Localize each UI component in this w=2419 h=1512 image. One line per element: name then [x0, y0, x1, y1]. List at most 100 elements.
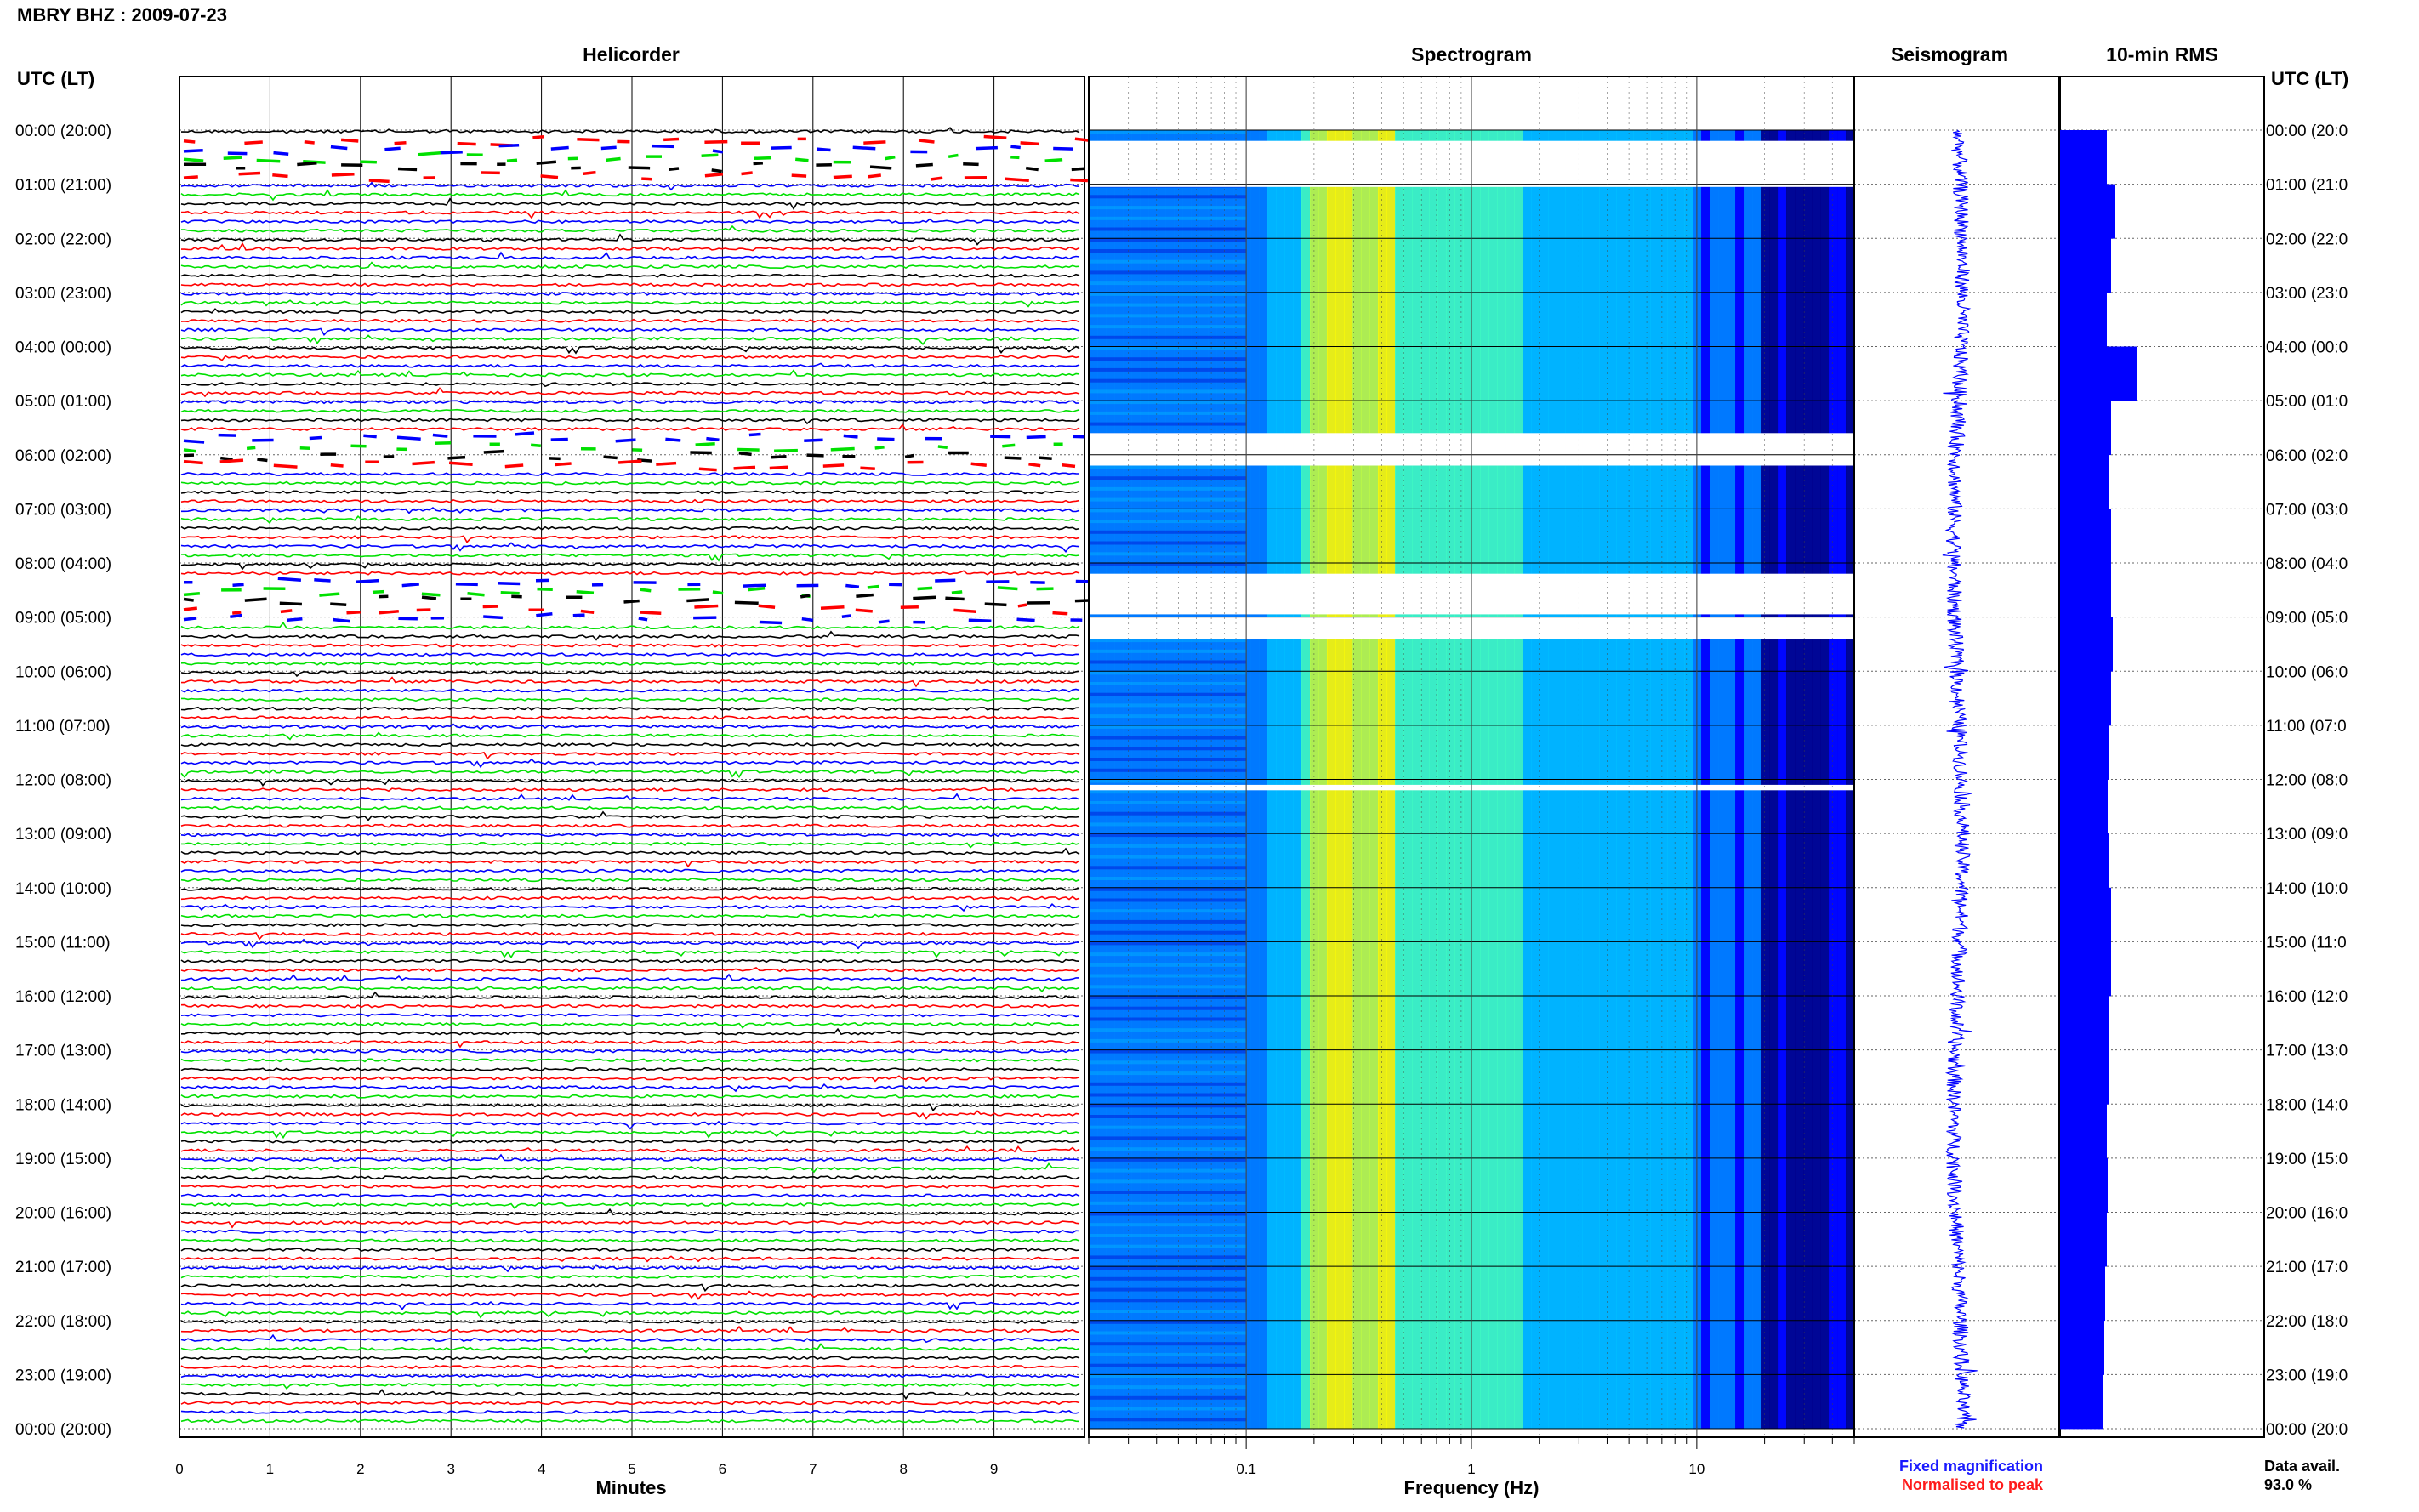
spectrogram-texture	[1089, 1147, 1247, 1151]
helicorder-trace	[180, 1162, 1080, 1174]
helicorder-trace	[180, 1255, 1080, 1263]
helicorder-trace	[180, 715, 1080, 720]
spectrogram-texture	[1089, 1223, 1247, 1227]
helicorder-trace	[180, 1208, 1079, 1216]
helicorder-trace	[181, 697, 1080, 702]
spectrogram-texture	[1089, 1212, 1247, 1216]
spectrogram-texture	[1089, 1320, 1247, 1324]
spectrogram-texture	[1089, 314, 1247, 318]
helicorder-trace	[180, 490, 1080, 495]
helicorder-panel: 0 1 2 3 4 5 6 7 8 9	[175, 76, 1092, 1477]
spectrogram-texture	[1089, 1310, 1247, 1313]
rms-panel	[2059, 76, 2265, 1438]
seismogram-frame	[1853, 76, 2059, 1438]
spectrogram-texture	[1089, 357, 1247, 361]
spectrogram-texture	[1089, 1179, 1247, 1184]
helicorder-trace	[180, 1058, 1080, 1063]
helicorder-trace	[180, 291, 1080, 296]
time-label-left: 04:00 (00:00)	[15, 339, 111, 357]
spectrogram-texture	[1089, 1407, 1247, 1411]
rms-bar	[2060, 238, 2111, 293]
spectrogram-texture	[1089, 660, 1247, 664]
helicorder-trace	[180, 793, 1080, 801]
rms-bar	[2060, 671, 2111, 726]
time-label-left: 06:00 (02:00)	[15, 447, 111, 465]
legend-normalised-to-peak: Normalised to peak	[1902, 1476, 2044, 1493]
spectrogram-texture	[1089, 768, 1247, 772]
time-label-right: 00:00 (20:0	[2266, 122, 2348, 140]
time-label-right: 21:00 (17:0	[2266, 1259, 2348, 1276]
spectrogram-texture	[1089, 996, 1247, 999]
helicorder-trace	[180, 498, 1080, 503]
data-availability-label: Data avail.	[2264, 1458, 2340, 1475]
spectrogram-texture	[1089, 855, 1247, 859]
spectrogram-texture	[1089, 714, 1247, 719]
spectrogram-texture	[1089, 1028, 1247, 1032]
spectrogram-texture	[1089, 1331, 1247, 1335]
helicorder-trace	[180, 913, 1080, 918]
helicorder-trace	[180, 991, 1080, 1000]
helicorder-trace	[180, 1310, 1080, 1319]
helicorder-trace	[180, 859, 1080, 868]
rms-bar	[2060, 1374, 2103, 1430]
helicorder-trace	[183, 143, 1073, 156]
time-label-left: 08:00 (04:00)	[15, 555, 111, 573]
helicorder-tick-label: 1	[266, 1461, 274, 1477]
helicorder-trace	[180, 345, 1080, 355]
spectrogram-texture	[1089, 238, 1247, 242]
time-label-left: 23:00 (19:00)	[15, 1367, 111, 1384]
time-label-left: 10:00 (06:00)	[15, 663, 111, 681]
helicorder-trace	[180, 1248, 1080, 1252]
spectrogram-texture	[1089, 389, 1247, 394]
helicorder-trace	[180, 1356, 1080, 1361]
helicorder-trace	[180, 661, 1080, 666]
spectrogram-texture	[1089, 1168, 1247, 1173]
helicorder-trace	[183, 160, 1085, 173]
helicorder-trace	[180, 1388, 1080, 1401]
spectrogram-texture	[1089, 703, 1247, 708]
spectrogram-texture	[1089, 1136, 1247, 1140]
spectrogram-texture	[1089, 1038, 1247, 1043]
spectrogram-texture	[1089, 1418, 1247, 1422]
time-label-right: 22:00 (18:0	[2266, 1313, 2348, 1331]
rms-bar	[2060, 1266, 2105, 1322]
spectrogram-texture	[1089, 216, 1247, 220]
time-label-right: 10:00 (06:0	[2266, 663, 2348, 681]
spectrogram-tick-label: 10	[1688, 1461, 1705, 1477]
helicorder-tick-label: 8	[899, 1461, 907, 1477]
spectrogram-texture	[1089, 1082, 1247, 1086]
helicorder-trace	[180, 670, 1080, 678]
time-label-left: 14:00 (10:00)	[15, 880, 111, 898]
helicorder-trace	[180, 515, 1080, 525]
helicorder-trace	[180, 1325, 1080, 1333]
spectrogram-texture	[1089, 1385, 1247, 1390]
time-label-right: 15:00 (11:0	[2266, 934, 2347, 952]
helicorder-trace	[180, 562, 1080, 571]
spectrogram-texture	[1089, 758, 1247, 761]
helicorder-trace	[180, 688, 1080, 693]
helicorder-trace	[180, 1175, 1080, 1180]
rms-title: 10-min RMS	[2106, 43, 2218, 65]
helicorder-trace	[180, 950, 1080, 959]
helicorder-trace	[183, 577, 1092, 588]
spectrogram-texture	[1089, 497, 1247, 502]
helicorder-trace	[180, 1238, 1080, 1243]
helicorder-trace	[180, 643, 1080, 648]
helicorder-title: Helicorder	[583, 43, 680, 65]
figure-title: MBRY BHZ : 2009-07-23	[17, 4, 227, 26]
helicorder-trace	[180, 966, 1080, 973]
helicorder-trace	[180, 369, 1080, 378]
time-label-right: 05:00 (01:0	[2266, 393, 2348, 411]
spectrogram-texture	[1089, 206, 1247, 210]
helicorder-trace	[180, 1333, 1080, 1344]
left-axis-header: UTC (LT)	[17, 68, 94, 89]
spectrogram-texture	[1089, 736, 1247, 740]
helicorder-trace	[180, 868, 1080, 873]
spectrogram-texture	[1089, 1115, 1247, 1118]
helicorder-trace	[181, 841, 1080, 849]
helicorder-trace	[180, 1120, 1080, 1130]
helicorder-trace	[180, 1040, 1080, 1049]
spectrogram-texture	[1089, 270, 1247, 275]
helicorder-trace	[183, 584, 1054, 599]
spectrogram-texture	[1089, 811, 1247, 816]
